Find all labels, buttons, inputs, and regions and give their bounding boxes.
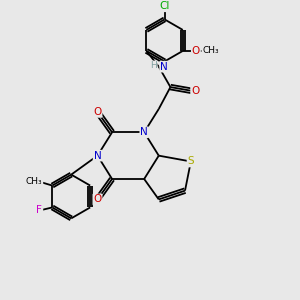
Text: N: N [94,151,101,160]
Text: O: O [93,194,102,204]
Text: Cl: Cl [159,1,170,11]
Text: O: O [192,46,200,56]
Text: CH₃: CH₃ [202,46,219,56]
Text: CH₃: CH₃ [26,177,43,186]
Text: O: O [93,107,102,117]
Text: O: O [191,86,199,97]
Text: N: N [160,62,168,72]
Text: N: N [140,127,148,137]
Text: S: S [188,157,194,166]
Text: H: H [150,61,157,70]
Text: F: F [37,206,42,215]
